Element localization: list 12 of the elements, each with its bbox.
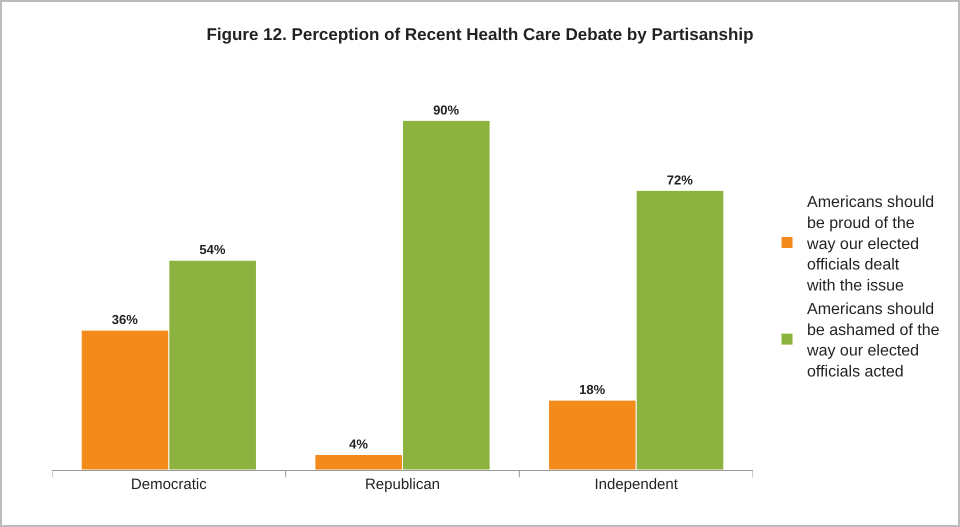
legend-label: Americans should be ashamed of the way our elected officials acted [806, 301, 940, 381]
chart-title: Figure 12. Perception of Recent Health Care Debate by Partisanship [206, 25, 754, 44]
data-label: 36% [112, 312, 138, 328]
data-label: 72% [666, 172, 694, 188]
x-tick-label: Democratic [130, 476, 208, 493]
data-label: 54% [199, 242, 226, 258]
data-label: 4% [349, 436, 368, 452]
data-label: 18% [579, 382, 606, 398]
x-tick-label: Independent [594, 476, 679, 493]
legend-label: Americans should be proud of the way our elected officials dealt with the issue [806, 194, 934, 294]
x-tick-label: Republican [364, 476, 440, 493]
data-label: 90% [433, 102, 460, 118]
